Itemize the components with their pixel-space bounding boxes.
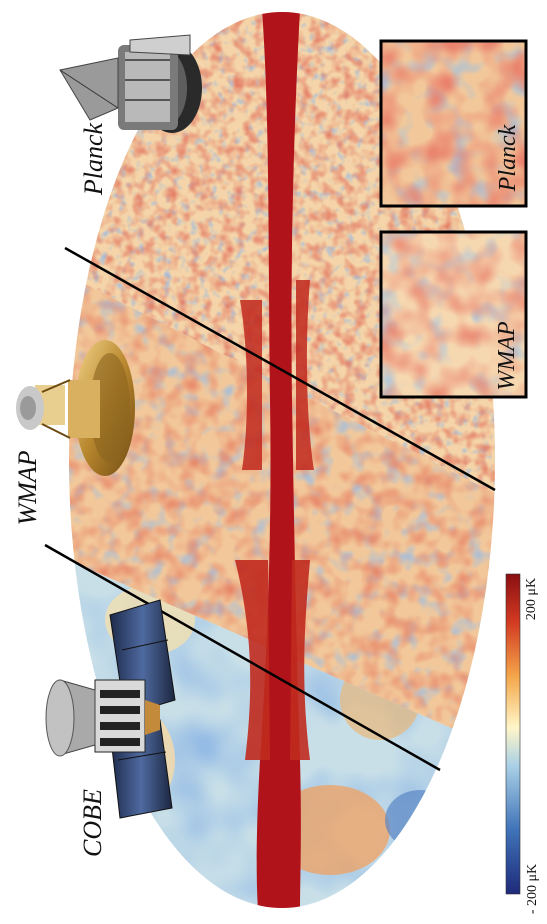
cobe-label: COBE [78, 789, 107, 857]
wmap-label: WMAP [13, 450, 42, 526]
planck-label: Planck [79, 122, 108, 196]
colorbar-max-label: 200 μK [524, 577, 539, 621]
cobe-satellite-image [45, 599, 176, 819]
planck-satellite-image [59, 34, 202, 133]
inset-wmap-label: WMAP [494, 321, 520, 391]
temperature-colorbar [505, 573, 521, 895]
cobe-wmap-divider [44, 543, 441, 772]
inset-planck-label: Planck [495, 124, 521, 192]
wmap-satellite-image [16, 340, 135, 476]
wmap-planck-divider [64, 246, 496, 492]
colorbar-min-label: - 200 μK [525, 863, 540, 915]
wmap-inset [379, 230, 528, 399]
planck-inset [379, 39, 528, 208]
